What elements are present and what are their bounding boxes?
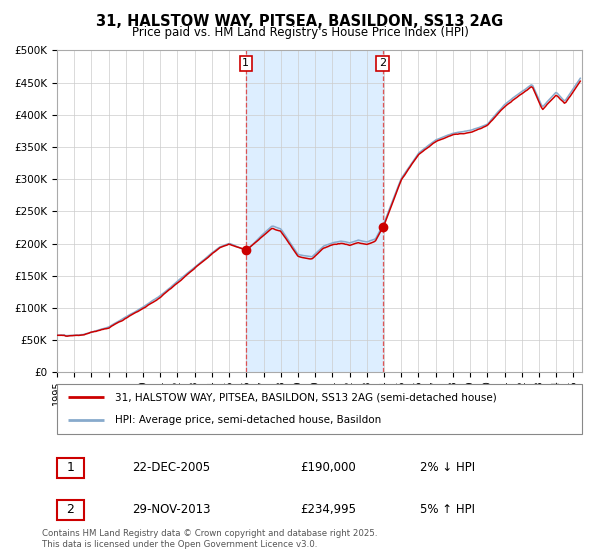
Text: £234,995: £234,995 (300, 503, 356, 516)
Text: 31, HALSTOW WAY, PITSEA, BASILDON, SS13 2AG: 31, HALSTOW WAY, PITSEA, BASILDON, SS13 … (97, 14, 503, 29)
Text: 2% ↓ HPI: 2% ↓ HPI (420, 461, 475, 474)
Text: Contains HM Land Registry data © Crown copyright and database right 2025.
This d: Contains HM Land Registry data © Crown c… (42, 529, 377, 549)
Text: 1: 1 (67, 461, 74, 474)
Text: 5% ↑ HPI: 5% ↑ HPI (420, 503, 475, 516)
Text: 31, HALSTOW WAY, PITSEA, BASILDON, SS13 2AG (semi-detached house): 31, HALSTOW WAY, PITSEA, BASILDON, SS13 … (115, 392, 497, 402)
Text: £190,000: £190,000 (300, 461, 356, 474)
Text: 29-NOV-2013: 29-NOV-2013 (132, 503, 211, 516)
Bar (246, 50, 383, 372)
Text: HPI: Average price, semi-detached house, Basildon: HPI: Average price, semi-detached house,… (115, 416, 381, 426)
Text: 22-DEC-2005: 22-DEC-2005 (132, 461, 210, 474)
Text: Price paid vs. HM Land Registry's House Price Index (HPI): Price paid vs. HM Land Registry's House … (131, 26, 469, 39)
Text: 2: 2 (67, 503, 74, 516)
Text: 1: 1 (242, 58, 250, 68)
Text: 2: 2 (379, 58, 386, 68)
